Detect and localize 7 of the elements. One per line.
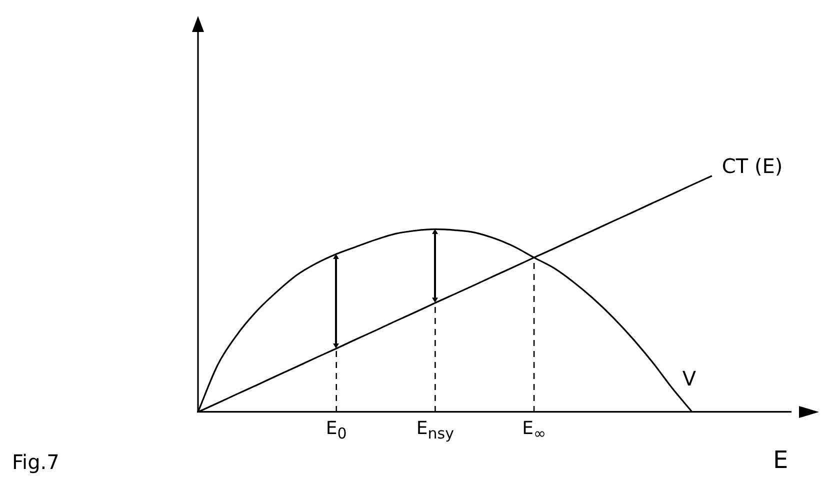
caption: Fig.7 [12,450,60,474]
x-tick-label: E$_{∞}$ [522,418,546,443]
series-label: CT (E) [722,154,783,178]
x-tick-label: E$_{0}$ [326,418,347,443]
series-label: V [682,366,696,391]
x-axis-title: E [773,446,788,474]
x-tick-label: E$_{nsy}$ [416,418,454,443]
